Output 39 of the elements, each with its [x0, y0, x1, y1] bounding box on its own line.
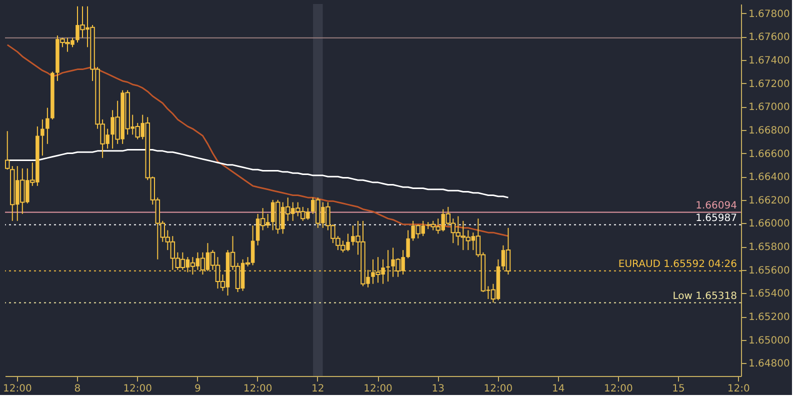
y-tick-label: 1.66200 — [748, 195, 790, 206]
x-tick-label: 12:00 — [484, 384, 513, 394]
x-tick-label: 12:00 — [243, 384, 272, 394]
y-tick-label: 1.65200 — [748, 312, 790, 324]
x-tick-label: 12:00 — [604, 384, 633, 394]
candlestick — [40, 118, 44, 156]
y-tick-label: 1.66800 — [748, 125, 790, 136]
x-tick-label: 12:00 — [364, 384, 392, 394]
y-tick-label: 1.65800 — [748, 242, 790, 254]
y-tick-label: 1.67000 — [748, 102, 790, 114]
x-tick-label: 12:00 — [123, 384, 152, 394]
x-tick-label: 15 — [672, 384, 685, 394]
y-tick-label: 1.67400 — [748, 55, 790, 66]
y-tick-label: 1.67200 — [748, 78, 790, 90]
y-tick-label: 1.66000 — [748, 218, 790, 230]
y-tick-label: 1.67600 — [748, 32, 790, 44]
x-tick-label: 12:0 — [727, 384, 750, 394]
x-tick-label: 12 — [312, 384, 324, 394]
x-tick-label: 8 — [74, 384, 81, 394]
candlestick — [5, 130, 10, 170]
ref-line-label: EURAUD 1.65592 04:26 — [618, 258, 737, 270]
x-tick-label: 14 — [552, 384, 565, 394]
y-tick-label: 1.66400 — [748, 172, 790, 184]
y-tick-label: 1.64800 — [748, 358, 790, 370]
y-tick-label: 1.65000 — [748, 335, 790, 346]
x-tick-label: 9 — [194, 384, 201, 394]
ref-line-label: 1.66094 — [696, 200, 737, 212]
line-series — [6, 44, 509, 237]
y-tick-label: 1.66600 — [748, 148, 790, 160]
ref-line-label: Low 1.65318 — [672, 290, 737, 302]
ref-line-label: 1.65987 — [696, 212, 737, 224]
x-tick-label: 13 — [432, 384, 444, 394]
y-tick-label: 1.65600 — [748, 265, 790, 276]
line-series — [6, 149, 509, 198]
y-tick-label: 1.67800 — [748, 8, 790, 20]
y-tick-label: 1.65400 — [748, 288, 790, 300]
candlestick — [406, 230, 410, 259]
candlestick — [46, 107, 50, 144]
x-tick-label: 12:00 — [2, 384, 32, 394]
